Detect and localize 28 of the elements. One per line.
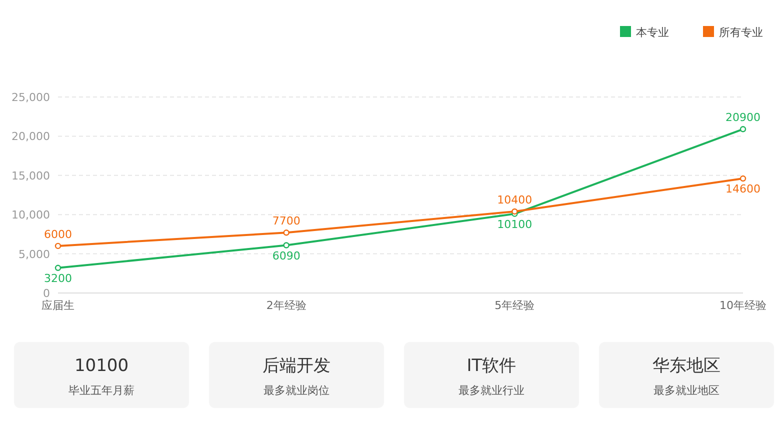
data-label: 10400 (497, 193, 532, 206)
y-tick-label: 25,000 (12, 91, 50, 104)
text: 10100 (74, 356, 129, 376)
y-tick-label: 20,000 (12, 130, 50, 144)
y-tick-label: 0 (43, 287, 50, 300)
x-tick-label: 应届生 (42, 299, 74, 312)
text: 后端开发 (262, 356, 330, 376)
data-label: 14600 (726, 182, 760, 196)
legend-label: 本专业 (636, 26, 669, 39)
data-label: 6000 (44, 228, 72, 241)
text: 最多就业行业 (458, 384, 524, 397)
data-label: 3200 (44, 272, 72, 285)
text: 最多就业地区 (654, 384, 720, 397)
text: IT软件 (466, 356, 516, 376)
text: 华东地区 (652, 356, 720, 376)
text: 最多就业岗位 (264, 384, 330, 397)
text: 毕业五年月薪 (68, 384, 134, 397)
x-tick-label: 10年经验 (720, 299, 766, 312)
data-label: 20900 (726, 111, 760, 124)
x-tick-label: 5年经验 (494, 299, 535, 312)
data-label: 10100 (497, 218, 532, 231)
data-label: 6090 (272, 249, 300, 262)
legend-label: 所有专业 (719, 26, 763, 39)
y-tick-label: 15,000 (12, 169, 50, 182)
y-tick-label: 5,000 (18, 248, 50, 261)
y-tick-label: 10,000 (12, 208, 50, 222)
data-label: 7700 (272, 214, 300, 228)
x-tick-label: 2年经验 (266, 299, 306, 312)
